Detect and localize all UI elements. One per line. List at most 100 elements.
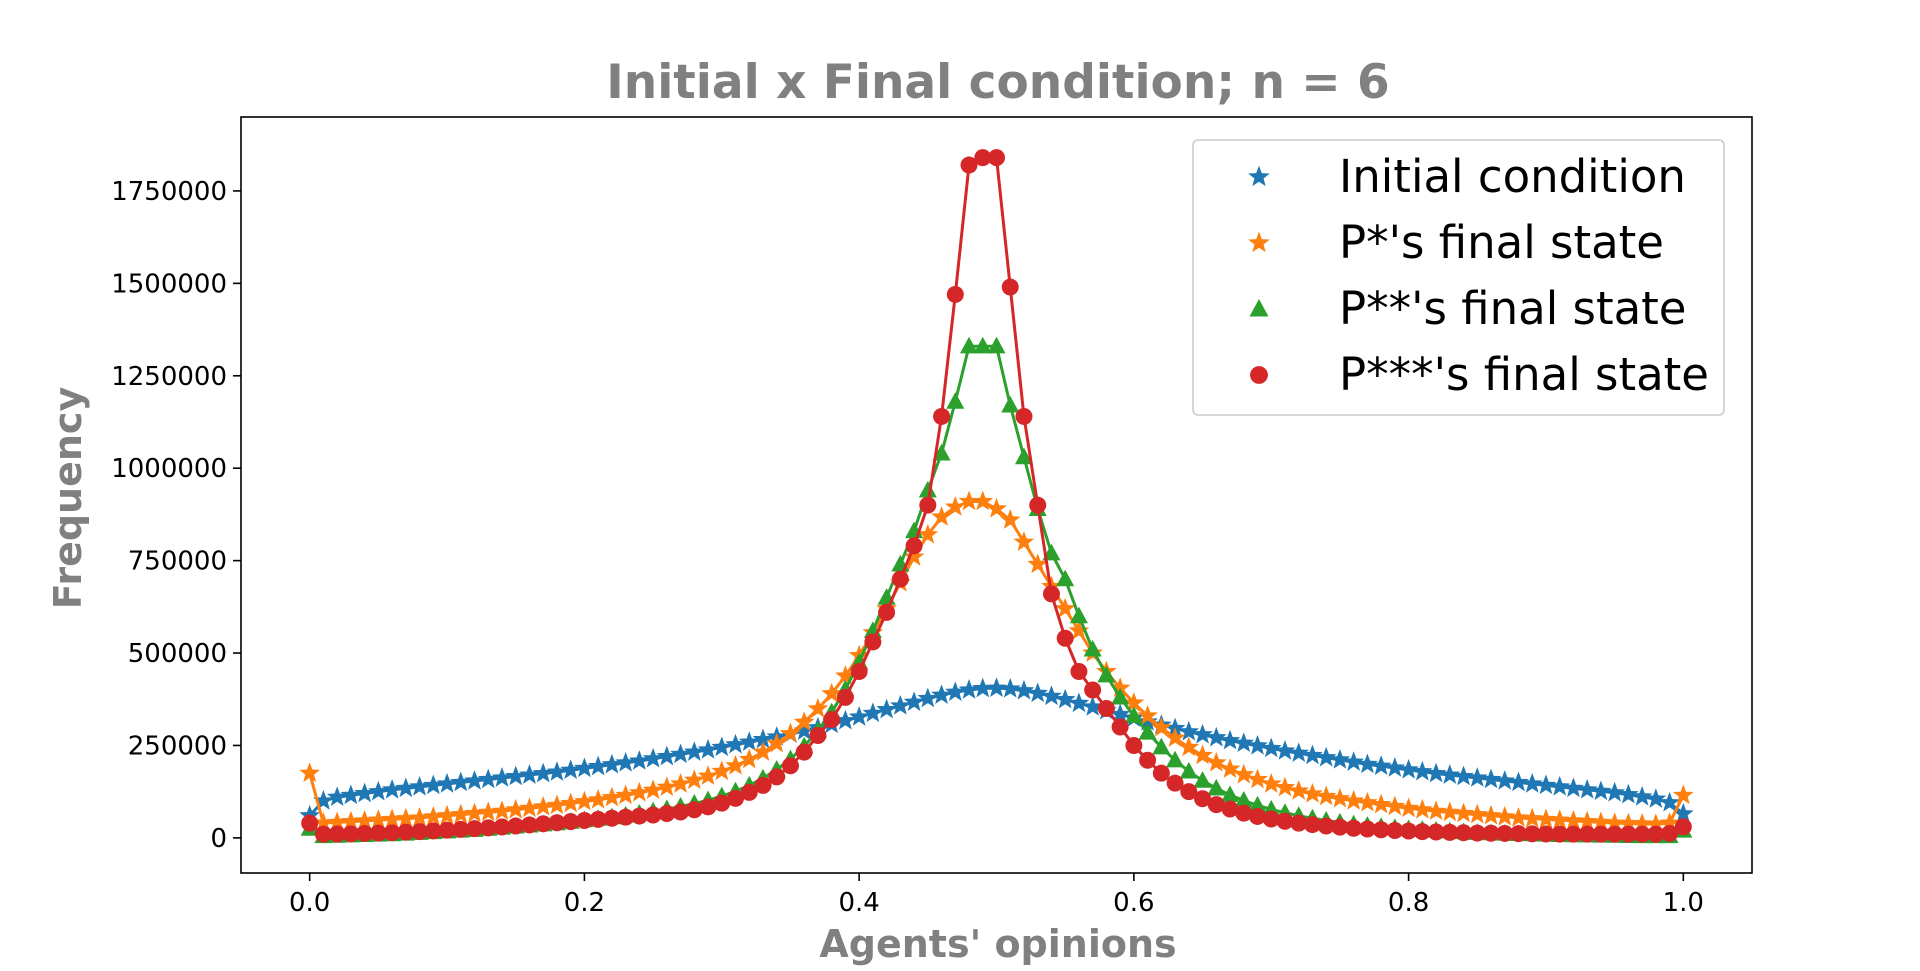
data-point [848,706,870,726]
data-point [903,691,925,711]
legend-marker [1248,165,1270,187]
data-point [713,794,731,812]
data-point [1194,790,1212,808]
data-point [368,780,389,801]
x-tick-label: 0.6 [1113,888,1154,918]
data-point [1661,824,1679,842]
y-tick-label: 1250000 [111,362,227,392]
data-point [946,285,964,303]
data-point [1070,663,1088,681]
data-point [1152,737,1171,755]
data-point [397,823,415,841]
data-point [1482,824,1500,842]
data-point [464,770,485,790]
data-point [1631,785,1653,806]
data-point [931,684,952,704]
data-point [1425,800,1447,821]
data-point [422,805,444,826]
data-point [1178,736,1200,757]
data-point [589,810,607,828]
y-tick-label: 500000 [128,639,227,669]
data-point [507,817,525,835]
data-point [1137,705,1158,725]
data-point [986,677,1007,697]
data-point [1439,764,1461,784]
data-point [1508,771,1529,792]
data-point [809,726,827,744]
data-point [505,765,527,786]
data-point [752,741,774,761]
series-2 [299,490,1694,833]
data-point [823,711,841,729]
data-point [383,824,401,842]
data-point [1152,764,1170,782]
data-point [1329,787,1351,808]
data-point [1386,821,1404,839]
data-point [629,750,650,770]
data-point [821,682,842,703]
data-point [532,795,554,816]
data-point [546,794,568,815]
data-point [1315,785,1337,806]
series-4 [301,149,1692,843]
data-point [1494,805,1516,826]
data-point [738,748,760,769]
data-point [1549,776,1571,796]
data-point [740,783,758,801]
data-point [422,774,444,795]
data-point [491,800,513,821]
data-point [1124,706,1143,724]
data-point [683,741,705,761]
data-point [644,806,662,824]
data-point [1248,807,1266,825]
data-point [1578,825,1596,843]
data-point [1111,718,1129,736]
series-line [308,686,1685,817]
legend-marker [1250,366,1268,384]
data-point [601,753,623,774]
axes-frame [240,116,1753,874]
data-point [1398,759,1419,779]
data-point [1068,620,1090,640]
data-point [1029,496,1047,514]
data-point [656,745,678,766]
data-point [505,798,527,819]
data-point [326,786,348,807]
data-point [314,825,332,843]
data-point [1604,781,1625,802]
data-point [411,823,429,841]
data-point [574,790,595,811]
data-point [933,407,951,425]
data-point [1027,682,1049,703]
data-point [424,822,442,840]
data-point [1659,791,1680,812]
data-point [711,736,733,757]
data-point [532,762,554,783]
data-point [587,755,609,776]
data-point [946,392,965,409]
data-point [727,789,745,807]
data-point [1453,765,1474,786]
data-point [1111,687,1130,705]
data-point [944,496,966,516]
data-point [1219,758,1241,778]
legend-item: Initial condition [1248,150,1686,203]
data-point [1439,801,1461,822]
plot-area: 0.0 0.2 0.4 0.6 0.8 1.0 0 250000 500000 750000 100… [111,116,1753,918]
data-point [878,603,896,621]
data-point [546,761,568,781]
data-point [493,818,511,836]
data-point [1400,822,1418,840]
data-point [560,792,581,813]
data-point [479,819,497,837]
data-point [1192,723,1213,744]
data-point [1302,783,1323,803]
data-point [438,821,456,839]
y-tick-label: 1000000 [111,454,227,484]
data-point [1235,804,1253,822]
chart-title: Initial x Final condition; n = 6 [606,55,1390,110]
data-point [560,759,581,780]
data-point [436,773,458,793]
y-tick-label: 1500000 [111,269,227,299]
data-point [1139,751,1157,769]
